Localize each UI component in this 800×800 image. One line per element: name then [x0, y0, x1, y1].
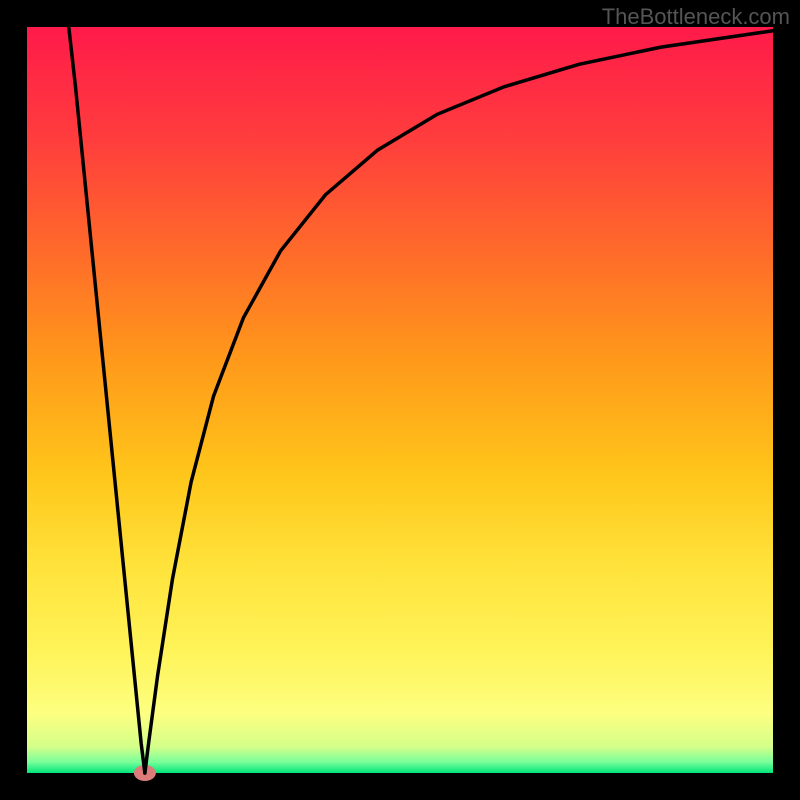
chart-container: TheBottleneck.com: [0, 0, 800, 800]
curve-left-branch: [69, 27, 145, 773]
watermark-text: TheBottleneck.com: [602, 4, 790, 30]
bottleneck-curve: [27, 27, 773, 773]
curve-right-branch: [145, 31, 773, 773]
plot-area: [27, 27, 773, 773]
